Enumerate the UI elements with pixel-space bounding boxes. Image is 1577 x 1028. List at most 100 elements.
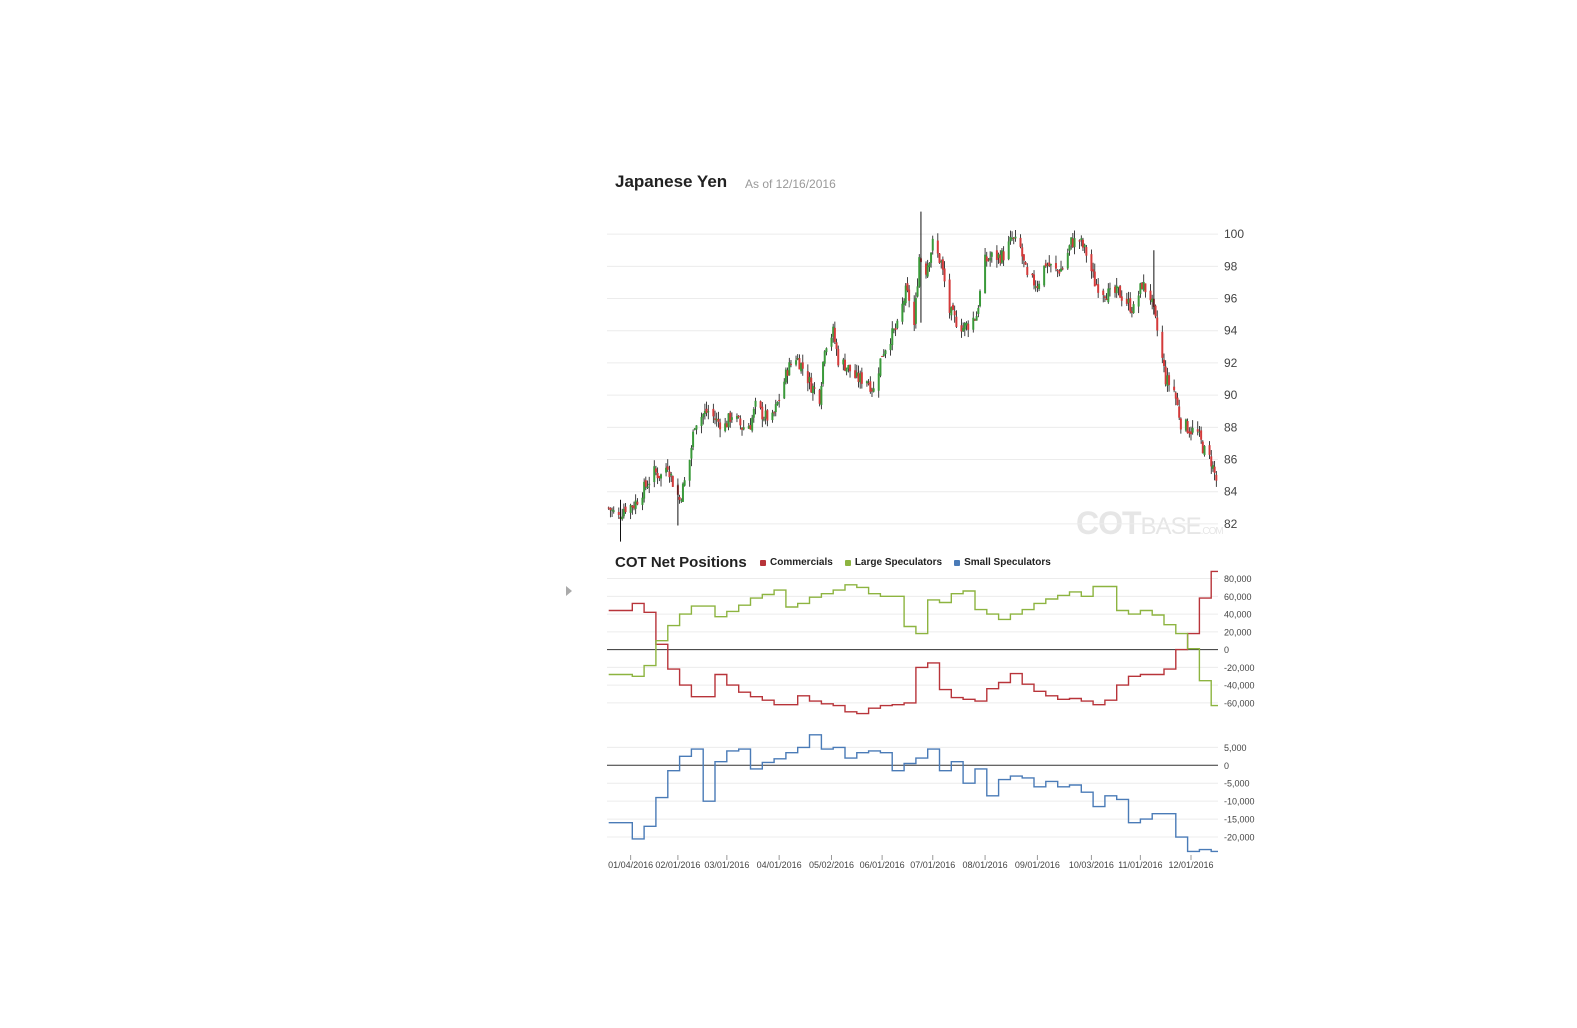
candle-body — [1196, 429, 1199, 432]
candle-body — [680, 500, 683, 502]
small-spec-y-tick-label: 0 — [1224, 761, 1229, 771]
candle-body — [762, 419, 765, 421]
candle-body — [1174, 392, 1177, 399]
candle-body — [1073, 238, 1076, 248]
candle-body — [820, 385, 823, 405]
price-y-tick-label: 84 — [1224, 485, 1238, 499]
candle-body — [936, 240, 939, 254]
candle-body — [901, 303, 904, 322]
candle-body — [889, 343, 892, 351]
price-y-tick-label: 86 — [1224, 453, 1238, 467]
candle-body — [1014, 236, 1017, 239]
candle-body — [607, 507, 610, 509]
candle-body — [773, 412, 776, 414]
candle-body — [1164, 366, 1167, 385]
candle-body — [849, 364, 852, 372]
candle-body — [1044, 263, 1047, 267]
candle-body — [879, 358, 882, 376]
candle-body — [1081, 239, 1084, 248]
candle-body — [636, 501, 639, 505]
candle-body — [612, 510, 615, 512]
candle-body — [1149, 290, 1152, 301]
cotbase-watermark-logo: COTBASE.COM — [1076, 505, 1224, 541]
candle-body — [617, 512, 620, 515]
expand-arrow-icon[interactable] — [566, 586, 572, 596]
cot-y-tick-label: 20,000 — [1224, 627, 1252, 637]
candle-body — [1049, 264, 1052, 266]
legend-swatch-large-speculators — [844, 559, 851, 566]
candle-body — [1071, 238, 1074, 248]
candle-body — [1184, 419, 1187, 431]
candle-body — [860, 372, 863, 384]
candle-body — [1085, 247, 1088, 256]
candle-body — [796, 358, 799, 360]
candle-body — [892, 329, 895, 331]
candle-body — [985, 256, 988, 262]
candle-body — [759, 401, 762, 408]
candle-body — [941, 259, 944, 270]
candle-body — [1189, 431, 1192, 435]
candle-body — [714, 418, 717, 420]
candle-body — [1120, 296, 1123, 301]
candle-body — [1068, 245, 1071, 251]
commercials-line — [608, 570, 1218, 715]
candle-body — [989, 257, 992, 261]
candle-body — [788, 362, 791, 376]
candle-body — [963, 323, 966, 330]
candle-body — [670, 473, 673, 476]
candle-body — [1191, 427, 1194, 433]
price-y-tick-label: 82 — [1224, 517, 1238, 531]
x-axis-tick-label: 01/04/2016 — [608, 860, 653, 870]
candle-body — [1108, 288, 1111, 290]
candle-body — [830, 337, 833, 347]
candle-body — [884, 350, 887, 355]
candle-body — [1009, 237, 1012, 242]
candle-body — [842, 359, 845, 365]
candle-body — [979, 291, 982, 307]
cot-y-tick-label: 80,000 — [1224, 574, 1252, 584]
candle-body — [1078, 240, 1081, 242]
candle-body — [778, 399, 781, 401]
candle-body — [1151, 298, 1154, 303]
candle-body — [693, 428, 696, 430]
candle-body — [1166, 375, 1169, 386]
candle-body — [977, 307, 980, 314]
candle-body — [1034, 286, 1037, 288]
candle-body — [1080, 238, 1083, 241]
candle-body — [705, 408, 708, 413]
legend-item-commercials[interactable]: Commercials — [760, 557, 833, 568]
candle-body — [857, 372, 860, 382]
candle-body — [742, 427, 745, 430]
x-axis-tick-label: 05/02/2016 — [809, 860, 854, 870]
candle-body — [918, 257, 921, 287]
candle-body — [707, 411, 710, 413]
candle-body — [1154, 305, 1157, 317]
candle-body — [1026, 266, 1029, 275]
candle-body — [903, 300, 906, 305]
candle-body — [1200, 430, 1203, 440]
legend-item-small-speculators[interactable]: Small Speculators — [954, 557, 1051, 568]
candle-body — [766, 410, 769, 421]
candle-body — [656, 472, 659, 479]
legend-item-large-speculators[interactable]: Large Speculators — [844, 557, 942, 568]
candle-body — [931, 238, 934, 251]
candle-body — [666, 466, 669, 470]
candle-body — [990, 252, 993, 257]
candle-body — [972, 317, 975, 330]
candle-body — [919, 258, 922, 262]
candle-body — [690, 447, 693, 459]
small-spec-y-tick-label: -20,000 — [1224, 833, 1255, 843]
candle-body — [832, 326, 835, 337]
candle-body — [688, 459, 691, 481]
candle-body — [965, 322, 968, 326]
candle-body — [894, 328, 897, 330]
candle-body — [737, 415, 740, 418]
candle-body — [1130, 311, 1133, 313]
candle-body — [798, 358, 801, 370]
candle-body — [747, 426, 750, 429]
candle-body — [822, 361, 825, 384]
candle-body — [813, 387, 816, 389]
candle-body — [668, 471, 671, 478]
candle-body — [867, 383, 870, 385]
candle-body — [925, 263, 928, 275]
